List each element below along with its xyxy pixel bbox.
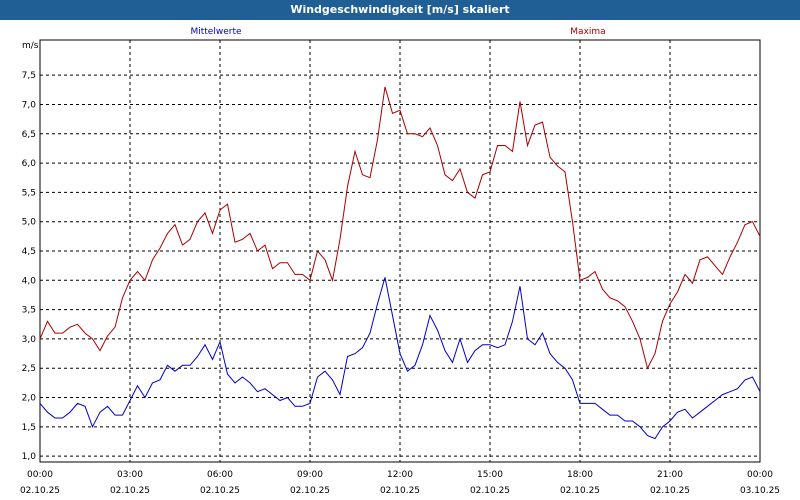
x-tick-date: 03.10.25 — [740, 486, 780, 496]
y-tick-label: 3,5 — [22, 306, 36, 316]
y-tick-label: 5,0 — [22, 218, 37, 228]
x-tick-time: 09:00 — [297, 470, 323, 480]
x-tick-time: 15:00 — [477, 470, 503, 480]
series-lines — [39, 86, 761, 440]
x-tick-time: 06:00 — [207, 470, 233, 480]
x-tick-date: 02.10.25 — [470, 486, 510, 496]
x-tick-date: 02.10.25 — [290, 486, 330, 496]
grid-lines — [40, 40, 760, 462]
y-tick-label: 3,0 — [22, 335, 37, 345]
plot-frame — [39, 39, 761, 463]
y-tick-label: 6,0 — [22, 159, 37, 169]
x-tick-time: 12:00 — [387, 470, 413, 480]
y-tick-label: 1,5 — [22, 423, 36, 433]
x-tick-time: 18:00 — [567, 470, 593, 480]
x-tick-date: 02.10.25 — [20, 486, 60, 496]
x-tick-date: 02.10.25 — [200, 486, 240, 496]
x-tick-time: 00:00 — [27, 470, 53, 480]
x-tick-time: 21:00 — [657, 470, 683, 480]
x-tick-date: 02.10.25 — [380, 486, 420, 496]
y-tick-label: 6,5 — [22, 130, 36, 140]
y-axis-unit-label: m/s — [22, 41, 39, 51]
y-tick-label: 4,0 — [22, 276, 37, 286]
x-tick-date: 02.10.25 — [650, 486, 690, 496]
window-title: Windgeschwindigkeit [m/s] skaliert — [0, 0, 800, 20]
legend-maxima: Maxima — [570, 27, 605, 37]
x-axis-ticks: 00:00 02.10.25 03:00 02.10.25 06:00 02.10.25 0… — [20, 470, 780, 496]
series-line-mittelwerte — [39, 277, 761, 440]
y-tick-label: 5,5 — [22, 188, 36, 198]
y-tick-label: 7,5 — [22, 71, 36, 81]
y-axis-ticks: 1,0 1,5 2,0 2,5 3,0 3,5 4,0 4,5 5,0 5,5 6,0 6,5 7,0 7… — [22, 71, 37, 462]
y-tick-label: 2,5 — [22, 364, 36, 374]
x-tick-time: 00:00 — [747, 470, 773, 480]
x-tick-date: 02.10.25 — [560, 486, 600, 496]
y-tick-label: 1,0 — [22, 452, 37, 462]
x-tick-date: 02.10.25 — [110, 486, 150, 496]
y-tick-label: 4,5 — [22, 247, 36, 257]
legend-mittelwerte: Mittelwerte — [190, 27, 241, 37]
series-line-maxima — [39, 86, 761, 370]
x-tick-time: 03:00 — [117, 470, 143, 480]
y-tick-label: 7,0 — [22, 100, 37, 110]
y-tick-label: 2,0 — [22, 394, 37, 404]
